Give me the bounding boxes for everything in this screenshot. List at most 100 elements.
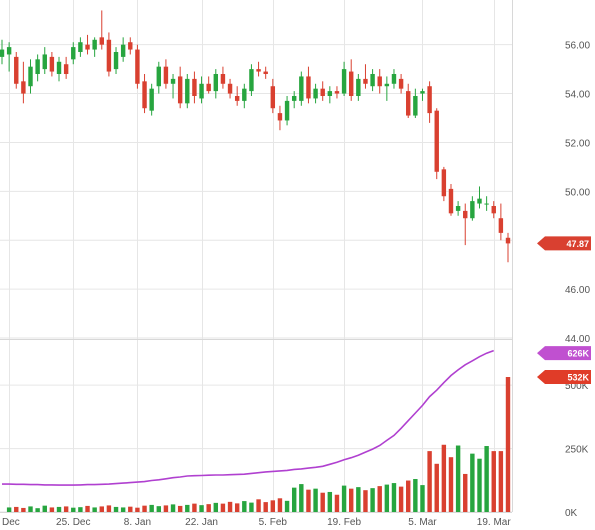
volume-bar <box>92 507 97 512</box>
candle-body <box>0 49 5 57</box>
volume-bar <box>227 501 233 512</box>
candle <box>192 71 197 104</box>
price-tick-label: 44.00 <box>565 334 590 345</box>
candle-body <box>505 237 511 244</box>
candle <box>85 34 90 55</box>
candle-body <box>484 203 489 205</box>
volume-bar <box>177 505 183 512</box>
candle <box>270 78 276 114</box>
candle-body <box>206 83 211 92</box>
date-tick-label: 19. Feb <box>327 517 361 528</box>
candle-body <box>142 81 147 109</box>
candle <box>220 66 226 89</box>
volume-bar <box>28 506 33 512</box>
candle-body <box>263 71 268 74</box>
candle <box>370 69 375 92</box>
candle-body <box>213 74 219 92</box>
date-tick-label: Dec <box>2 517 20 528</box>
candle-body <box>341 69 347 94</box>
candle-body <box>56 61 62 74</box>
volume-bar <box>170 504 176 512</box>
candle-body <box>220 74 226 84</box>
candle <box>284 96 290 126</box>
price-tick-label: 50.00 <box>565 187 590 198</box>
candle-body <box>85 44 90 50</box>
candle-body <box>370 74 375 87</box>
volume-bar <box>270 500 276 512</box>
candle-body <box>106 39 112 72</box>
volume-bar <box>56 506 62 512</box>
volume-bar <box>106 505 112 512</box>
volume-bar <box>427 451 432 512</box>
candle-body <box>406 91 411 116</box>
candle <box>256 61 261 77</box>
candle <box>56 56 62 82</box>
value-tags: 47.87 626K 532K <box>537 236 591 385</box>
volume-bar <box>277 498 283 512</box>
candle-body <box>270 86 276 109</box>
last-volume-tag-label: 532K <box>567 373 589 383</box>
candle <box>92 37 97 57</box>
candle-body <box>99 37 104 45</box>
price-tick-label: 54.00 <box>565 90 590 101</box>
volume-bar <box>470 453 475 512</box>
volume-bar <box>463 473 468 512</box>
candle-body <box>356 78 361 96</box>
volume-bar <box>384 484 390 512</box>
volume-bar <box>21 507 26 512</box>
volume-bar <box>441 444 447 512</box>
date-tick-label: 5. Feb <box>259 517 288 528</box>
candle <box>120 37 126 62</box>
candle <box>349 59 354 101</box>
candle <box>128 37 133 55</box>
candle <box>455 201 461 216</box>
volume-bar <box>220 503 226 512</box>
grid-lines <box>0 0 513 513</box>
volume-average-tag-shape <box>537 346 591 361</box>
volume-bar <box>185 504 190 512</box>
candle <box>63 56 69 79</box>
last-price-tag-label: 47.87 <box>566 239 589 249</box>
candle <box>156 61 161 94</box>
candle <box>427 81 432 123</box>
volume-bar <box>78 507 83 512</box>
volume-bar <box>213 502 219 512</box>
volume-bar <box>484 446 489 512</box>
volume-bar <box>391 483 397 512</box>
volume-bar <box>306 489 311 512</box>
candle <box>227 78 233 99</box>
candle-body <box>291 96 297 101</box>
candle-body <box>170 78 176 84</box>
candle <box>327 86 333 104</box>
candle-body <box>177 76 183 104</box>
date-axis-labels: Dec 25. Dec 8. Jan 22. Jan 5. Feb 19. Feb 5. M… <box>2 517 511 528</box>
volume-bar <box>341 485 347 512</box>
volume-bar <box>35 508 40 512</box>
candle-body <box>391 74 397 84</box>
volume-bar <box>434 463 439 512</box>
volume-bar <box>498 451 504 512</box>
date-tick-label: 5. Mar <box>408 517 437 528</box>
volume-bar <box>6 507 12 512</box>
volume-bar <box>206 504 211 512</box>
candle-body <box>349 71 354 96</box>
candle-body <box>78 42 83 52</box>
last-volume-tag-shape <box>537 370 591 385</box>
candle-body <box>6 47 12 55</box>
volume-bar <box>249 502 254 512</box>
candle <box>448 184 454 216</box>
candle <box>384 76 390 101</box>
candle <box>213 69 219 99</box>
date-tick-label: 25. Dec <box>56 517 90 528</box>
candle-body <box>306 76 311 99</box>
candle <box>491 201 496 219</box>
candle-body <box>227 83 233 94</box>
candle-body <box>491 206 496 214</box>
candle <box>149 83 154 116</box>
volume-bar <box>349 488 354 512</box>
candle <box>35 54 40 82</box>
volume-axis-labels: 0K 250K 500K <box>565 381 589 519</box>
candle-body <box>413 96 418 116</box>
